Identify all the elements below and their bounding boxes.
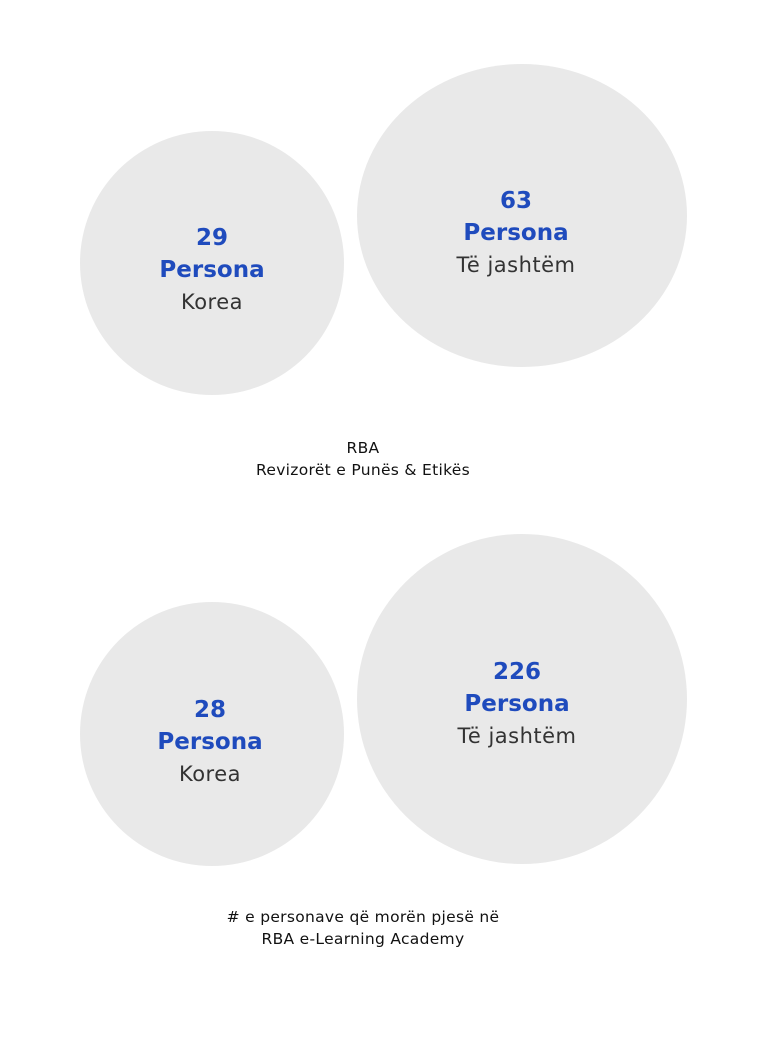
bubble-korea-elearning — [80, 602, 344, 866]
unit-korea-elearning: Persona — [157, 729, 263, 755]
count-korea-elearning: 28 — [193, 697, 226, 723]
bubble-korea-auditors — [80, 131, 344, 395]
caption-auditors: RBA Revizorët e Punës & Etikës — [0, 437, 726, 481]
bubble-external-auditors — [357, 64, 687, 367]
count-external-auditors: 63 — [499, 188, 532, 214]
caption-elearning: # e personave që morën pjesë në RBA e-Le… — [0, 906, 726, 950]
caption-auditors-line1: RBA — [346, 439, 380, 457]
unit-korea-auditors: Persona — [159, 257, 265, 283]
count-korea-auditors: 29 — [195, 225, 228, 251]
unit-external-auditors: Persona — [463, 220, 569, 246]
bubble-external-elearning — [357, 534, 687, 864]
caption-elearning-line2: RBA e-Learning Academy — [261, 930, 465, 948]
bubble-korea-elearning-text: 28 Persona Korea — [100, 694, 320, 791]
label-external-elearning: Të jashtëm — [457, 724, 577, 748]
label-korea-auditors: Korea — [180, 290, 244, 314]
caption-elearning-line1: # e personave që morën pjesë në — [226, 908, 500, 926]
unit-external-elearning: Persona — [464, 691, 570, 717]
caption-auditors-line2: Revizorët e Punës & Etikës — [255, 461, 471, 479]
bubble-external-auditors-text: 63 Persona Të jashtëm — [406, 185, 626, 282]
label-korea-elearning: Korea — [178, 762, 242, 786]
label-external-auditors: Të jashtëm — [456, 253, 576, 277]
count-external-elearning: 226 — [492, 659, 541, 685]
bubble-korea-auditors-text: 29 Persona Korea — [102, 222, 322, 319]
bubble-external-elearning-text: 226 Persona Të jashtëm — [407, 656, 627, 753]
